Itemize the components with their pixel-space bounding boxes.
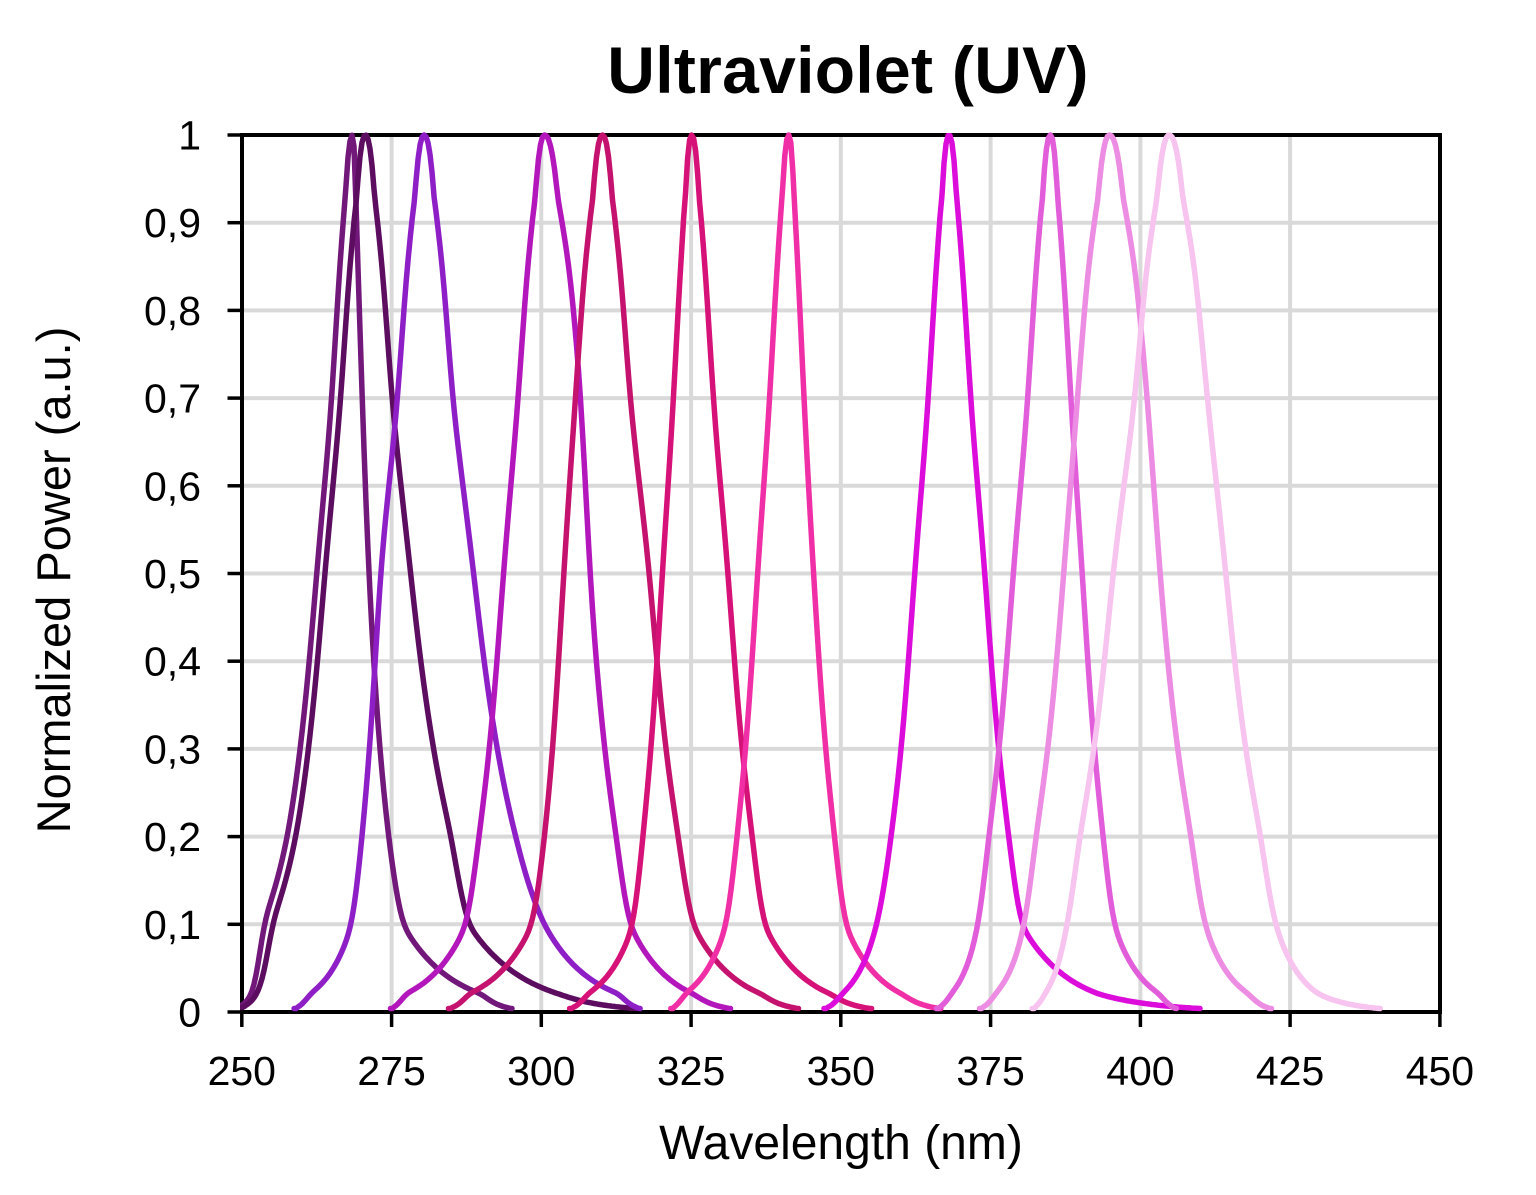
svg-text:0,5: 0,5 (144, 551, 201, 597)
svg-text:0,1: 0,1 (144, 902, 201, 948)
svg-text:450: 450 (1406, 1048, 1474, 1094)
svg-text:300: 300 (507, 1048, 575, 1094)
svg-text:0,2: 0,2 (144, 814, 201, 860)
svg-text:350: 350 (807, 1048, 875, 1094)
svg-text:275: 275 (357, 1048, 425, 1094)
svg-text:0,7: 0,7 (144, 376, 201, 422)
svg-text:400: 400 (1106, 1048, 1174, 1094)
svg-text:Wavelength (nm): Wavelength (nm) (659, 1117, 1023, 1170)
svg-text:0,3: 0,3 (144, 726, 201, 772)
svg-text:250: 250 (208, 1048, 276, 1094)
svg-text:375: 375 (956, 1048, 1024, 1094)
svg-text:0,8: 0,8 (144, 288, 201, 334)
svg-text:0: 0 (178, 990, 201, 1036)
svg-text:Ultraviolet (UV): Ultraviolet (UV) (607, 33, 1089, 107)
svg-text:0,9: 0,9 (144, 200, 201, 246)
svg-text:325: 325 (657, 1048, 725, 1094)
svg-text:0,6: 0,6 (144, 463, 201, 509)
svg-text:0,4: 0,4 (144, 639, 201, 685)
svg-text:1: 1 (178, 113, 201, 159)
svg-text:425: 425 (1256, 1048, 1324, 1094)
svg-text:Normalized Power (a.u.): Normalized Power (a.u.) (27, 327, 80, 834)
